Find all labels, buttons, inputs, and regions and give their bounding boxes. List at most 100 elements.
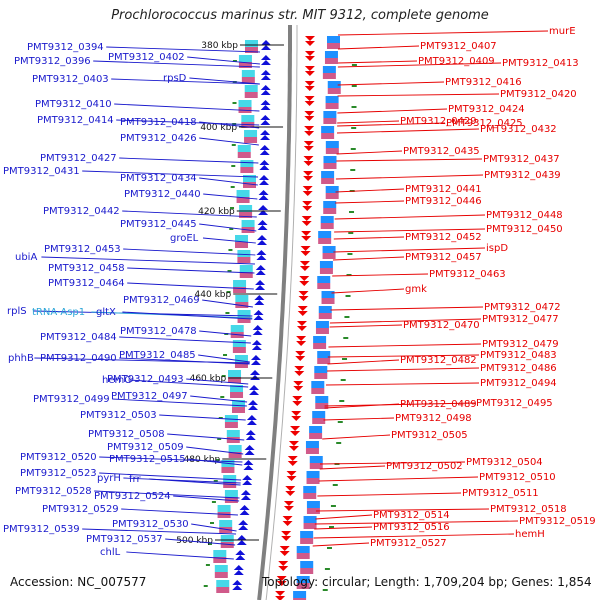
right-gene-label: PMT9312_0495 <box>476 398 553 409</box>
left-gene-label: tRNA-Asp1 <box>32 307 85 318</box>
left-gene-label: PMT9312_0493 <box>107 374 184 385</box>
left-gene-label: PMT9312_0503 <box>80 410 157 421</box>
left-gene-label: PMT9312_0445 <box>120 219 197 230</box>
right-gene-label: murE <box>549 26 576 37</box>
right-gene-label: PMT9312_0482 <box>400 355 477 366</box>
right-gene-label: PMT9312_0519 <box>519 516 596 527</box>
right-gene-label: PMT9312_0424 <box>448 104 525 115</box>
right-gene-label: PMT9312_0448 <box>486 210 563 221</box>
right-gene-label: PMT9312_0441 <box>405 184 482 195</box>
right-gene-label: PMT9312_0432 <box>480 124 557 135</box>
left-gene-label: PMT9312_0523 <box>20 468 97 479</box>
left-gene-label: rplS <box>7 306 27 317</box>
right-gene-label: PMT9312_0489 <box>400 399 477 410</box>
left-gene-label: gltX <box>96 307 116 318</box>
scale-label: 500 kbp <box>176 536 213 546</box>
right-gene-label: PMT9312_0502 <box>386 461 463 472</box>
right-gene-label: ispD <box>486 243 508 254</box>
right-gene-label: PMT9312_0457 <box>405 252 482 263</box>
genome-backbone-inner <box>265 25 298 600</box>
right-gene-label: hemH <box>515 529 545 540</box>
right-gene-label: gmk <box>405 284 427 295</box>
scale-label: 460 kbp <box>190 374 227 384</box>
right-gene-label: PMT9312_0498 <box>395 413 472 424</box>
left-gene-label: hemC <box>102 375 131 386</box>
left-gene-label: PMT9312_0499 <box>33 394 110 405</box>
left-gene-label: PMT9312_0396 <box>14 56 91 67</box>
right-gene-label: PMT9312_0446 <box>405 196 482 207</box>
left-gene-label: phhB <box>8 353 34 364</box>
left-gene-label: PMT9312_0453 <box>44 244 121 255</box>
left-gene-label: PMT9312_0484 <box>40 332 117 343</box>
right-gene-label: PMT9312_0479 <box>482 339 559 350</box>
left-gene-label: PMT9312_0537 <box>86 534 163 545</box>
right-gene-label: PMT9312_0477 <box>482 314 559 325</box>
right-gene-label: PMT9312_0514 <box>373 510 450 521</box>
left-gene-label: PMT9312_0528 <box>15 486 92 497</box>
left-gene-label: PMT9312_0414 <box>37 115 114 126</box>
right-gene-label: PMT9312_0486 <box>480 363 557 374</box>
left-gene-label: PMT9312_0539 <box>3 524 80 535</box>
left-gene-label: PMT9312_0478 <box>120 326 197 337</box>
topology-summary: Topology: circular; Length: 1,709,204 bp… <box>262 575 592 589</box>
right-gene-label: PMT9312_0516 <box>373 522 450 533</box>
right-gene-label: PMT9312_0437 <box>483 154 560 165</box>
right-gene-label: PMT9312_0409 <box>418 56 495 67</box>
left-gene-label: PMT9312_0529 <box>42 504 119 515</box>
left-gene-label: PMT9312_0530 <box>112 519 189 530</box>
left-gene-label: PMT9312_0418 <box>120 117 197 128</box>
right-gene-label: PMT9312_0407 <box>420 41 497 52</box>
genome-backbone <box>257 25 292 600</box>
right-gene-label: PMT9312_0452 <box>405 232 482 243</box>
left-gene-label: PMT9312_0520 <box>20 452 97 463</box>
scale-label: 480 kbp <box>184 455 221 465</box>
right-gene-label: PMT9312_0483 <box>480 350 557 361</box>
left-gene-label: PMT9312_0515 <box>109 454 186 465</box>
right-gene-label: PMT9312_0510 <box>479 472 556 483</box>
left-gene-label: PMT9312_0490 <box>40 353 117 364</box>
right-gene-label: PMT9312_0505 <box>391 430 468 441</box>
right-gene-label: PMT9312_0472 <box>484 302 561 313</box>
right-gene-label: PMT9312_0413 <box>502 58 579 69</box>
scale-label: 440 kbp <box>195 290 232 300</box>
left-gene-label: PMT9312_0458 <box>48 263 125 274</box>
left-gene-label: PMT9312_0431 <box>3 166 80 177</box>
left-gene-label: groEL <box>170 233 199 244</box>
left-gene-label: pyrH <box>97 473 121 484</box>
right-gene-label: PMT9312_0435 <box>403 146 480 157</box>
right-gene-label: PMT9312_0494 <box>480 378 557 389</box>
right-gene-label: PMT9312_0429 <box>400 116 477 127</box>
left-gene-label: PMT9312_0402 <box>108 52 185 63</box>
left-gene-label: PMT9312_0403 <box>32 74 109 85</box>
right-gene-label: PMT9312_0416 <box>445 77 522 88</box>
left-gene-label: chlL <box>100 547 121 558</box>
right-gene-labels: murE PMT9312_0407 PMT9312_0409 PMT9312_0413… <box>312 26 596 549</box>
left-gene-labels: PMT9312_0394 PMT9312_0396 PMT9312_0402 PMT9… <box>3 42 260 560</box>
left-gene-label: PMT9312_0508 <box>88 429 165 440</box>
right-gene-label: PMT9312_0470 <box>403 320 480 331</box>
left-gene-label: PMT9312_0410 <box>35 99 112 110</box>
left-gene-label: PMT9312_0524 <box>94 491 171 502</box>
right-gene-label: PMT9312_0463 <box>429 269 506 280</box>
left-gene-track <box>213 40 271 593</box>
right-gene-label: PMT9312_0511 <box>462 488 539 499</box>
genome-title: Prochlorococcus marinus str. MIT 9312, c… <box>111 8 489 23</box>
scale-label: 380 kbp <box>201 41 238 51</box>
left-gene-label: PMT9312_0426 <box>120 133 197 144</box>
left-gene-label: PMT9312_0440 <box>124 189 201 200</box>
accession-label: Accession: NC_007577 <box>10 575 147 589</box>
right-gene-track <box>275 36 341 600</box>
right-gene-label: PMT9312_0439 <box>484 170 561 181</box>
right-gene-label: PMT9312_0518 <box>490 504 567 515</box>
left-gene-label: PMT9312_0485 <box>119 350 196 361</box>
left-gene-label: PMT9312_0464 <box>48 278 125 289</box>
left-gene-label: PMT9312_0394 <box>27 42 104 53</box>
left-gene-label: frr <box>129 474 141 485</box>
right-gene-label: PMT9312_0425 <box>446 118 523 129</box>
right-gene-label: PMT9312_0420 <box>500 89 577 100</box>
left-gene-label: PMT9312_0434 <box>120 173 197 184</box>
left-gene-label: PMT9312_0469 <box>123 295 200 306</box>
right-gene-label: PMT9312_0450 <box>486 224 563 235</box>
left-gene-label: PMT9312_0427 <box>40 153 117 164</box>
